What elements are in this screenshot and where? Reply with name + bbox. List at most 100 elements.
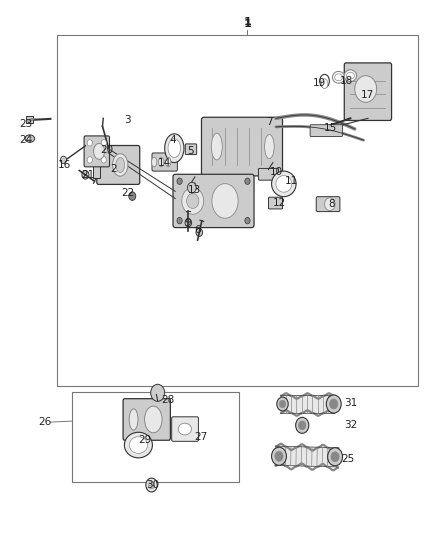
Circle shape — [187, 193, 199, 208]
Text: 17: 17 — [360, 90, 374, 100]
Circle shape — [185, 219, 192, 227]
Text: 28: 28 — [161, 395, 174, 405]
Text: 29: 29 — [138, 435, 151, 445]
Text: 31: 31 — [344, 399, 357, 408]
Circle shape — [60, 156, 67, 164]
Circle shape — [146, 478, 157, 492]
Circle shape — [177, 217, 182, 224]
Ellipse shape — [321, 79, 328, 88]
FancyBboxPatch shape — [310, 125, 343, 136]
FancyBboxPatch shape — [258, 168, 279, 180]
Text: 18: 18 — [339, 76, 353, 86]
Polygon shape — [275, 446, 338, 467]
Text: 26: 26 — [38, 417, 51, 427]
Circle shape — [182, 188, 204, 214]
Circle shape — [129, 192, 136, 200]
Text: 32: 32 — [344, 421, 357, 430]
Text: 3: 3 — [124, 115, 131, 125]
Circle shape — [325, 198, 335, 211]
Ellipse shape — [152, 157, 157, 167]
Bar — [72, 392, 239, 482]
FancyBboxPatch shape — [201, 117, 283, 176]
Ellipse shape — [212, 183, 238, 219]
Ellipse shape — [320, 74, 329, 88]
FancyBboxPatch shape — [268, 197, 283, 209]
Circle shape — [331, 452, 339, 462]
Text: 19: 19 — [313, 78, 326, 87]
Text: 1: 1 — [244, 19, 251, 29]
Circle shape — [151, 384, 165, 401]
Ellipse shape — [113, 154, 128, 176]
Circle shape — [245, 178, 250, 184]
Ellipse shape — [346, 72, 354, 79]
Text: 7: 7 — [266, 117, 273, 126]
Circle shape — [177, 178, 182, 184]
FancyBboxPatch shape — [152, 153, 177, 171]
Text: 16: 16 — [58, 160, 71, 170]
Ellipse shape — [166, 157, 171, 167]
Circle shape — [299, 421, 306, 430]
Circle shape — [328, 448, 343, 466]
Circle shape — [101, 140, 106, 146]
Text: 23: 23 — [19, 119, 32, 128]
Ellipse shape — [129, 437, 148, 454]
Circle shape — [187, 182, 196, 193]
Ellipse shape — [124, 432, 152, 458]
Ellipse shape — [344, 70, 357, 82]
Polygon shape — [280, 395, 334, 413]
Ellipse shape — [265, 134, 274, 158]
Ellipse shape — [159, 157, 164, 167]
Circle shape — [87, 157, 92, 163]
Text: 9: 9 — [184, 218, 191, 228]
Ellipse shape — [25, 135, 35, 142]
Text: 15: 15 — [324, 123, 337, 133]
Circle shape — [101, 157, 106, 163]
Text: 12: 12 — [273, 198, 286, 207]
Circle shape — [296, 417, 309, 433]
Ellipse shape — [332, 71, 345, 83]
Ellipse shape — [129, 409, 138, 430]
Text: 5: 5 — [187, 146, 194, 156]
Circle shape — [326, 395, 341, 413]
Ellipse shape — [94, 143, 105, 159]
Text: 30: 30 — [146, 480, 159, 490]
Circle shape — [87, 140, 92, 146]
Circle shape — [330, 399, 338, 409]
Ellipse shape — [178, 423, 191, 435]
FancyBboxPatch shape — [123, 399, 170, 440]
FancyBboxPatch shape — [84, 136, 110, 167]
Text: 1: 1 — [244, 18, 251, 27]
Ellipse shape — [165, 134, 184, 163]
Ellipse shape — [272, 171, 296, 197]
Text: 22: 22 — [121, 189, 134, 198]
Circle shape — [148, 481, 155, 489]
Text: 6: 6 — [194, 225, 201, 235]
Ellipse shape — [276, 175, 292, 192]
Text: 10: 10 — [269, 167, 283, 176]
Text: 11: 11 — [285, 176, 298, 186]
FancyBboxPatch shape — [173, 174, 254, 228]
Bar — [57, 35, 418, 386]
Circle shape — [355, 76, 377, 102]
Circle shape — [196, 229, 203, 237]
Circle shape — [82, 171, 89, 179]
Text: 13: 13 — [188, 185, 201, 195]
Circle shape — [245, 217, 250, 224]
Text: 4: 4 — [170, 135, 177, 145]
Text: 2: 2 — [110, 165, 117, 174]
FancyBboxPatch shape — [185, 144, 197, 155]
Text: 21: 21 — [81, 171, 94, 180]
Text: 14: 14 — [158, 158, 171, 167]
FancyBboxPatch shape — [344, 63, 392, 120]
Bar — [26, 116, 33, 123]
Ellipse shape — [116, 158, 124, 173]
Text: 8: 8 — [328, 199, 336, 209]
Text: 27: 27 — [194, 432, 207, 442]
Ellipse shape — [145, 406, 162, 433]
FancyBboxPatch shape — [97, 146, 140, 184]
Ellipse shape — [335, 74, 343, 80]
FancyBboxPatch shape — [316, 197, 340, 212]
Text: 20: 20 — [100, 146, 113, 155]
Bar — [93, 152, 100, 178]
Circle shape — [277, 397, 288, 411]
